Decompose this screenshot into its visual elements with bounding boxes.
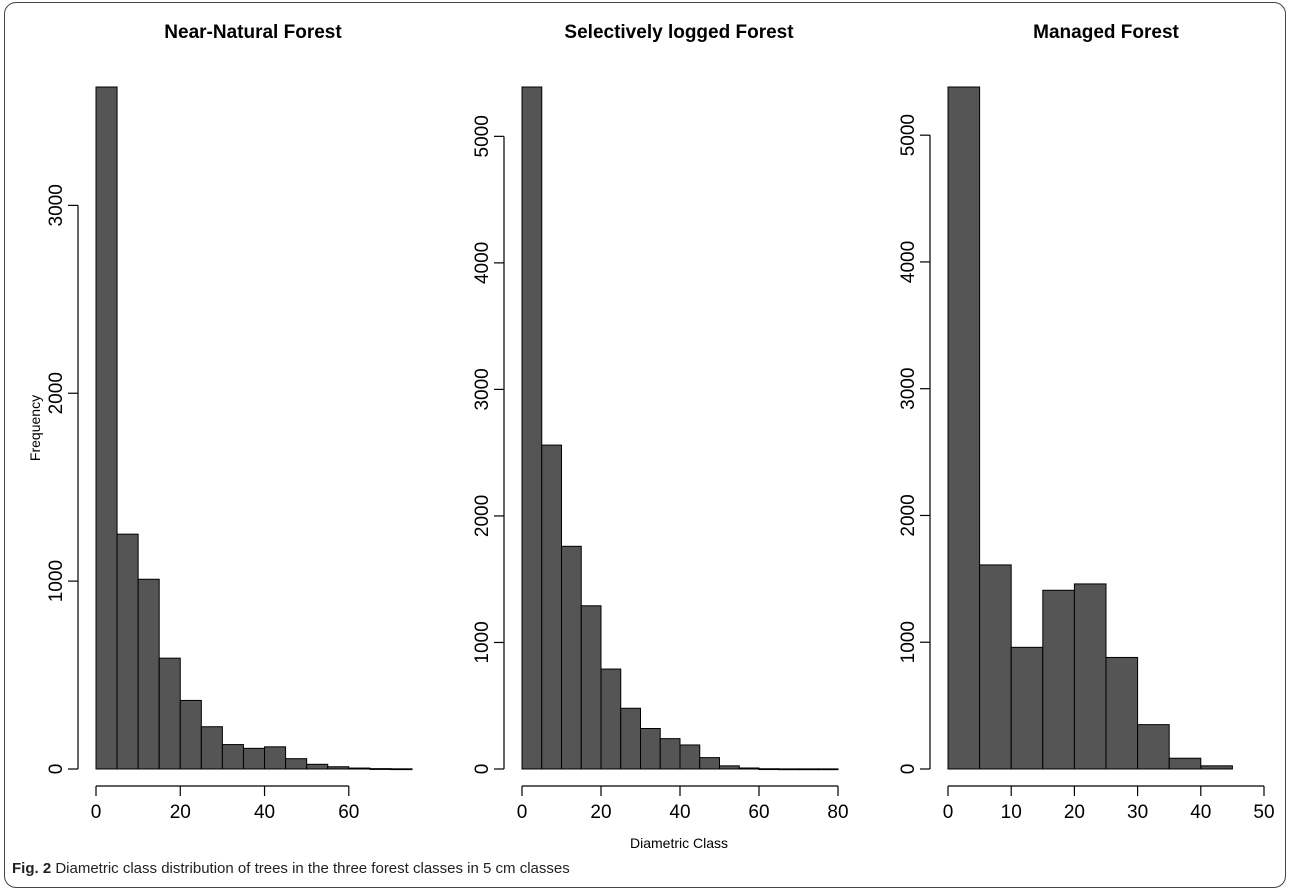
x-tick-label: 40 [669,802,690,823]
histogram-bar [758,768,780,771]
panel-selectively-logged-forest: Selectively logged Forest 0 1000 2000 3000 40… [472,22,849,851]
x-tick-label: 30 [1127,802,1148,823]
y-tick-label: 1000 [472,621,493,663]
histogram-bar [390,768,413,771]
histogram-bar [369,768,392,770]
histogram-bar [979,564,1012,770]
histogram-bar [738,767,760,770]
histogram-bar [116,533,139,770]
x-axis-label: Diametric Class [630,835,728,851]
panel-near-natural-forest: Near-Natural Forest 0 1000 2000 3000 0 20 40 60 F… [27,22,413,823]
histogram-bar [1200,765,1233,770]
caption-text: Diametric class distribution of trees in… [51,860,570,877]
panel-managed-forest: Managed Forest 0 1000 2000 3000 4000 5000 0 10 20… [898,22,1275,823]
x-tick-label: 60 [338,802,359,823]
histogram-bar [1105,656,1139,770]
y-tick-label: 0 [898,764,919,775]
histogram-bar [137,578,160,770]
y-tick-label: 5000 [898,114,919,156]
histogram-bar [798,768,819,771]
figure-caption: Fig. 2 Diametric class distribution of t… [12,860,1272,877]
histogram-bar [679,744,701,770]
y-tick-label: 4000 [472,242,493,284]
x-tick-label: 40 [254,802,275,823]
caption-label: Fig. 2 [12,860,52,877]
histogram-bar [327,766,350,770]
y-tick-label: 2000 [898,494,919,536]
histogram-bar [640,728,661,770]
y-tick-label: 1000 [46,560,67,602]
histogram-bar [1042,589,1075,770]
y-tick-label: 3000 [472,368,493,410]
chart-title: Selectively logged Forest [564,22,794,43]
histogram-bar [306,763,329,770]
x-tick-label: 0 [91,802,102,823]
figure-frame [4,2,1286,888]
histogram-bar [580,605,602,770]
histogram-bar [561,545,582,770]
histogram-bar [1010,646,1044,770]
y-tick-label: 3000 [898,368,919,410]
y-tick-label: 1000 [898,621,919,663]
x-tick-label: 60 [748,802,769,823]
histogram-bar [541,444,562,770]
x-tick-label: 50 [1253,802,1274,823]
chart-title: Near-Natural Forest [164,22,342,43]
histogram-bar [659,738,681,770]
x-tick-label: 10 [1001,802,1022,823]
histogram-bar [1168,757,1202,770]
y-tick-label: 2000 [472,495,493,537]
x-tick-label: 20 [590,802,611,823]
histogram-bar [817,768,839,771]
y-tick-label: 3000 [46,184,67,226]
histogram-bar [242,747,266,770]
x-tick-label: 20 [1064,802,1085,823]
histogram-bar [200,726,223,770]
histogram-bar [158,657,181,770]
x-tick-label: 40 [1190,802,1211,823]
chart-title: Managed Forest [1033,22,1179,43]
x-tick-label: 0 [943,802,954,823]
histogram-bar [719,765,740,770]
y-tick-label: 2000 [46,372,67,414]
histogram-bar [778,768,799,771]
x-tick-label: 0 [517,802,528,823]
histogram-bar [620,707,641,770]
y-tick-label: 5000 [472,115,493,157]
x-tick-label: 20 [170,802,191,823]
histogram-bar [285,758,308,770]
y-tick-label: 0 [472,764,493,775]
y-tick-label: 0 [46,764,67,775]
y-axis-label: Frequency [27,395,43,461]
histogram-bar [600,668,622,770]
y-tick-label: 4000 [898,241,919,283]
histogram-bar [1073,583,1107,770]
histogram-bar [179,699,202,770]
histogram-bar [95,86,118,770]
histogram-bar [1137,724,1170,770]
histogram-bar [221,744,244,770]
histogram-bar [348,767,371,770]
histogram-bar [521,86,543,770]
x-tick-label: 80 [827,802,848,823]
histogram-bar [699,757,720,770]
histogram-bar [947,86,981,770]
histogram-bar [264,746,287,770]
